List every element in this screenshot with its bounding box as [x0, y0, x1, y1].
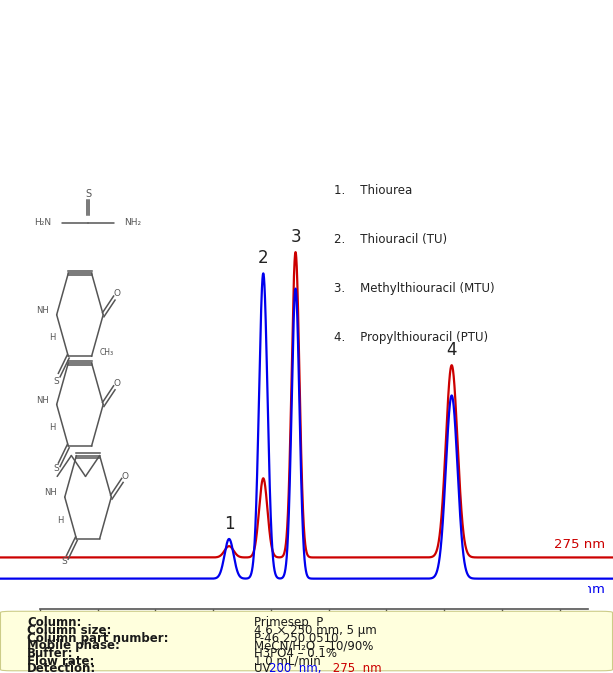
Text: 3.    Methylthiouracil (MTU): 3. Methylthiouracil (MTU)	[334, 282, 495, 295]
Text: S: S	[61, 557, 67, 566]
Text: S: S	[85, 188, 91, 199]
Text: 2.    Thiouracil (TU): 2. Thiouracil (TU)	[334, 233, 447, 246]
Text: H: H	[58, 516, 64, 524]
Text: Primesep  P: Primesep P	[254, 616, 323, 629]
Text: NH₂: NH₂	[124, 219, 142, 227]
Text: S: S	[53, 377, 59, 386]
Text: O: O	[114, 289, 121, 298]
Text: UV: UV	[254, 662, 274, 673]
Text: Buffer:: Buffer:	[27, 647, 74, 660]
Text: NH: NH	[36, 306, 48, 315]
Text: O: O	[122, 472, 129, 481]
Text: 275  nm: 275 nm	[329, 662, 381, 673]
Text: Mobile phase:: Mobile phase:	[27, 639, 120, 652]
Text: S: S	[53, 464, 59, 474]
Text: NH: NH	[36, 396, 48, 404]
Text: P-46.250.0510: P-46.250.0510	[254, 632, 339, 645]
Text: 1: 1	[224, 515, 234, 532]
Text: Column size:: Column size:	[27, 624, 112, 637]
Text: Detection:: Detection:	[27, 662, 96, 673]
Text: CH₃: CH₃	[100, 348, 114, 357]
Text: H3PO4 – 0.1%: H3PO4 – 0.1%	[254, 647, 337, 660]
Text: Flow rate:: Flow rate:	[27, 655, 94, 668]
Text: O: O	[114, 379, 121, 388]
Text: Column part number:: Column part number:	[27, 632, 169, 645]
Text: 275 nm: 275 nm	[554, 538, 605, 551]
Text: 4: 4	[446, 341, 457, 359]
Text: MeCN/H₂O – 10/90%: MeCN/H₂O – 10/90%	[254, 639, 373, 652]
FancyBboxPatch shape	[1, 611, 612, 671]
Text: 2: 2	[258, 249, 268, 267]
Text: NH: NH	[44, 489, 56, 497]
Text: 200  nm,: 200 nm,	[269, 662, 321, 673]
Text: 4.6 × 250 mm, 5 μm: 4.6 × 250 mm, 5 μm	[254, 624, 376, 637]
Text: 200 nm: 200 nm	[554, 583, 605, 596]
Text: 1.    Thiourea: 1. Thiourea	[334, 184, 413, 197]
Text: 4.    Propylthiouracil (PTU): 4. Propylthiouracil (PTU)	[334, 330, 488, 344]
Text: min: min	[587, 652, 613, 667]
Text: H: H	[50, 333, 56, 342]
Text: H₂N: H₂N	[34, 219, 51, 227]
Text: H: H	[50, 423, 56, 432]
Text: Column:: Column:	[27, 616, 82, 629]
Text: 1.0 mL/min: 1.0 mL/min	[254, 655, 320, 668]
Text: 3: 3	[290, 228, 301, 246]
